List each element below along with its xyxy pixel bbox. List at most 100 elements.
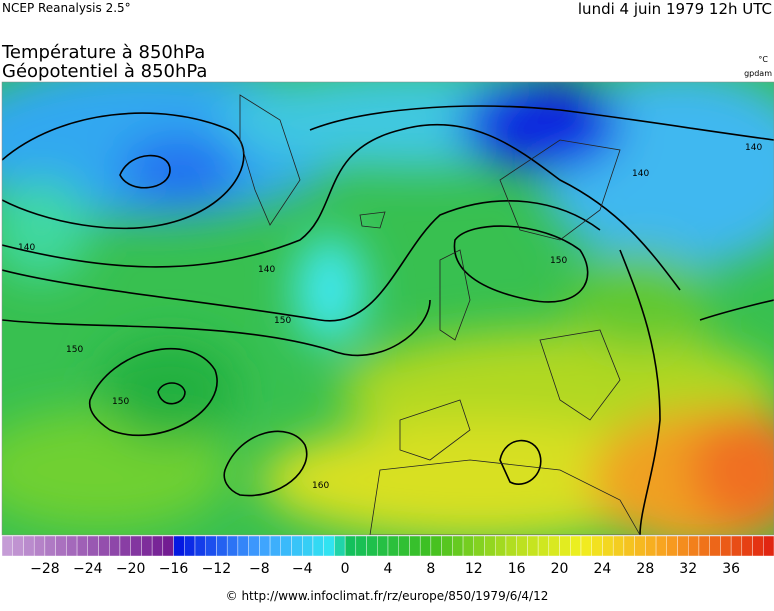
color-swatch — [334, 535, 346, 557]
contour-label: 150 — [112, 397, 129, 407]
colorbar-label: 36 — [722, 561, 740, 577]
color-swatch — [537, 535, 550, 557]
color-swatch — [655, 535, 667, 557]
color-swatch — [248, 535, 260, 557]
colorbar-label: 12 — [465, 561, 483, 577]
colorbar-label: −4 — [292, 561, 313, 577]
contour-label: 140 — [18, 243, 35, 253]
colorbar-label: 32 — [679, 561, 697, 577]
color-swatch — [505, 535, 517, 557]
color-swatch — [730, 535, 743, 557]
color-swatch — [1, 535, 13, 557]
color-swatch — [194, 535, 206, 557]
color-swatch — [291, 535, 303, 557]
colorbar-label: −24 — [73, 561, 103, 577]
colorbar-label: 20 — [551, 561, 569, 577]
contour-label: 140 — [632, 169, 649, 179]
color-swatch — [205, 535, 217, 557]
contour-label: 150 — [550, 256, 567, 266]
color-swatch — [548, 535, 560, 557]
color-swatch — [591, 535, 603, 557]
color-swatch — [323, 535, 335, 557]
color-swatch — [23, 535, 35, 557]
map-frame — [1, 81, 774, 536]
colorbar-label: −16 — [159, 561, 189, 577]
colorbar — [1, 535, 774, 557]
color-swatch — [741, 535, 753, 557]
color-swatch — [677, 535, 689, 557]
color-swatch — [141, 535, 153, 557]
contour-labels: 140 140 140 140 150 150 150 150 160 — [18, 143, 762, 491]
colorbar-label: 4 — [384, 561, 393, 577]
color-swatch — [763, 535, 774, 557]
contour-label: 140 — [745, 143, 762, 153]
color-swatch — [377, 535, 389, 557]
colorbar-label: −8 — [249, 561, 270, 577]
colorbar-label: 8 — [426, 561, 435, 577]
color-swatch — [452, 535, 464, 557]
color-swatch — [602, 535, 614, 557]
colorbar-label: −28 — [30, 561, 60, 577]
colorbar-label: 24 — [594, 561, 612, 577]
color-swatch — [698, 535, 710, 557]
color-swatch — [226, 535, 239, 557]
map: 140 140 140 140 150 150 150 150 160 — [2, 82, 774, 535]
color-swatch — [280, 535, 292, 557]
color-swatch — [409, 535, 421, 557]
color-swatch — [580, 535, 592, 557]
color-swatch — [462, 535, 474, 557]
contour-label: 140 — [258, 265, 275, 275]
source: NCEP Reanalysis 2.5° — [2, 1, 131, 15]
colorbar-label: 28 — [636, 561, 654, 577]
color-swatch — [527, 535, 539, 557]
color-swatch — [130, 535, 142, 557]
color-swatch — [634, 535, 646, 557]
colorbar-label: 0 — [341, 561, 350, 577]
color-swatch — [12, 535, 24, 557]
footer: © http://www.infoclimat.fr/rz/europe/850… — [226, 589, 549, 603]
color-swatch — [612, 535, 625, 557]
color-swatch — [623, 535, 635, 557]
color-swatch — [237, 535, 249, 557]
title: Géopotentiel à 850hPa — [2, 61, 207, 82]
color-swatch — [366, 535, 378, 557]
color-swatch — [184, 535, 196, 557]
color-swatch — [570, 535, 582, 557]
color-swatch — [302, 535, 314, 557]
color-swatch — [162, 535, 174, 557]
color-swatch — [752, 535, 764, 557]
color-swatch — [495, 535, 507, 557]
color-swatch — [269, 535, 281, 557]
color-swatch — [259, 535, 271, 557]
color-swatch — [151, 535, 164, 557]
color-swatch — [87, 535, 99, 557]
date: lundi 4 juin 1979 12h UTC — [578, 0, 772, 18]
color-swatch — [473, 535, 485, 557]
color-swatch — [66, 535, 78, 557]
color-swatch — [55, 535, 67, 557]
colorbar-label: −12 — [202, 561, 232, 577]
color-swatch — [355, 535, 367, 557]
colorbar-label: −20 — [116, 561, 146, 577]
color-swatch — [441, 535, 453, 557]
color-swatch — [398, 535, 410, 557]
color-swatch — [645, 535, 657, 557]
contour-label: 150 — [66, 345, 83, 355]
color-swatch — [109, 535, 121, 557]
colorbar-label: 16 — [508, 561, 526, 577]
contour-label: 160 — [312, 481, 329, 491]
color-swatch — [516, 535, 528, 557]
color-swatch — [119, 535, 131, 557]
contour-label: 150 — [274, 316, 291, 326]
color-swatch — [720, 535, 732, 557]
color-swatch — [688, 535, 700, 557]
color-swatch — [44, 535, 56, 557]
color-swatch — [666, 535, 678, 557]
color-swatch — [76, 535, 88, 557]
color-swatch — [344, 535, 357, 557]
color-swatch — [312, 535, 324, 557]
color-swatch — [98, 535, 110, 557]
color-swatch — [419, 535, 432, 557]
title: Température à 850hPa — [1, 42, 205, 63]
